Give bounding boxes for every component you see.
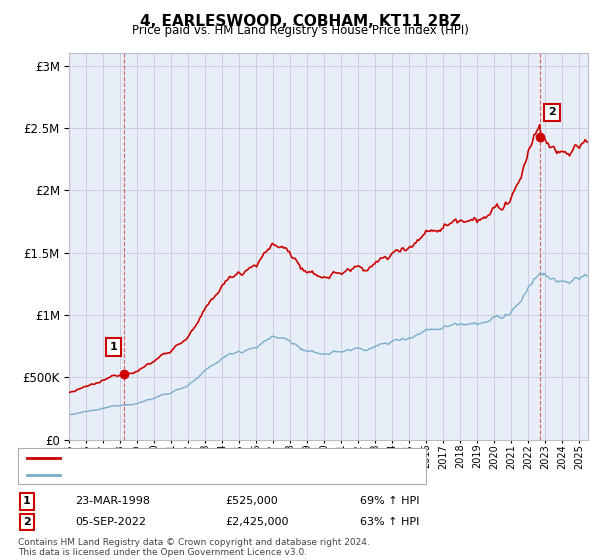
Text: 63% ↑ HPI: 63% ↑ HPI <box>360 517 419 527</box>
Text: Price paid vs. HM Land Registry's House Price Index (HPI): Price paid vs. HM Land Registry's House … <box>131 24 469 37</box>
Text: 2: 2 <box>548 108 556 118</box>
Text: £525,000: £525,000 <box>225 496 278 506</box>
Text: HPI: Average price, detached house, Elmbridge: HPI: Average price, detached house, Elmb… <box>66 470 312 480</box>
Text: Contains HM Land Registry data © Crown copyright and database right 2024.
This d: Contains HM Land Registry data © Crown c… <box>18 538 370 557</box>
Text: 23-MAR-1998: 23-MAR-1998 <box>75 496 150 506</box>
Text: 4, EARLESWOOD, COBHAM, KT11 2BZ: 4, EARLESWOOD, COBHAM, KT11 2BZ <box>140 14 460 29</box>
Text: 05-SEP-2022: 05-SEP-2022 <box>75 517 146 527</box>
Text: 2: 2 <box>23 517 31 527</box>
Text: £2,425,000: £2,425,000 <box>225 517 289 527</box>
Text: 69% ↑ HPI: 69% ↑ HPI <box>360 496 419 506</box>
Text: 1: 1 <box>23 496 31 506</box>
Text: 1: 1 <box>110 342 118 352</box>
Text: 4, EARLESWOOD, COBHAM, KT11 2BZ (detached house): 4, EARLESWOOD, COBHAM, KT11 2BZ (detache… <box>66 453 358 463</box>
